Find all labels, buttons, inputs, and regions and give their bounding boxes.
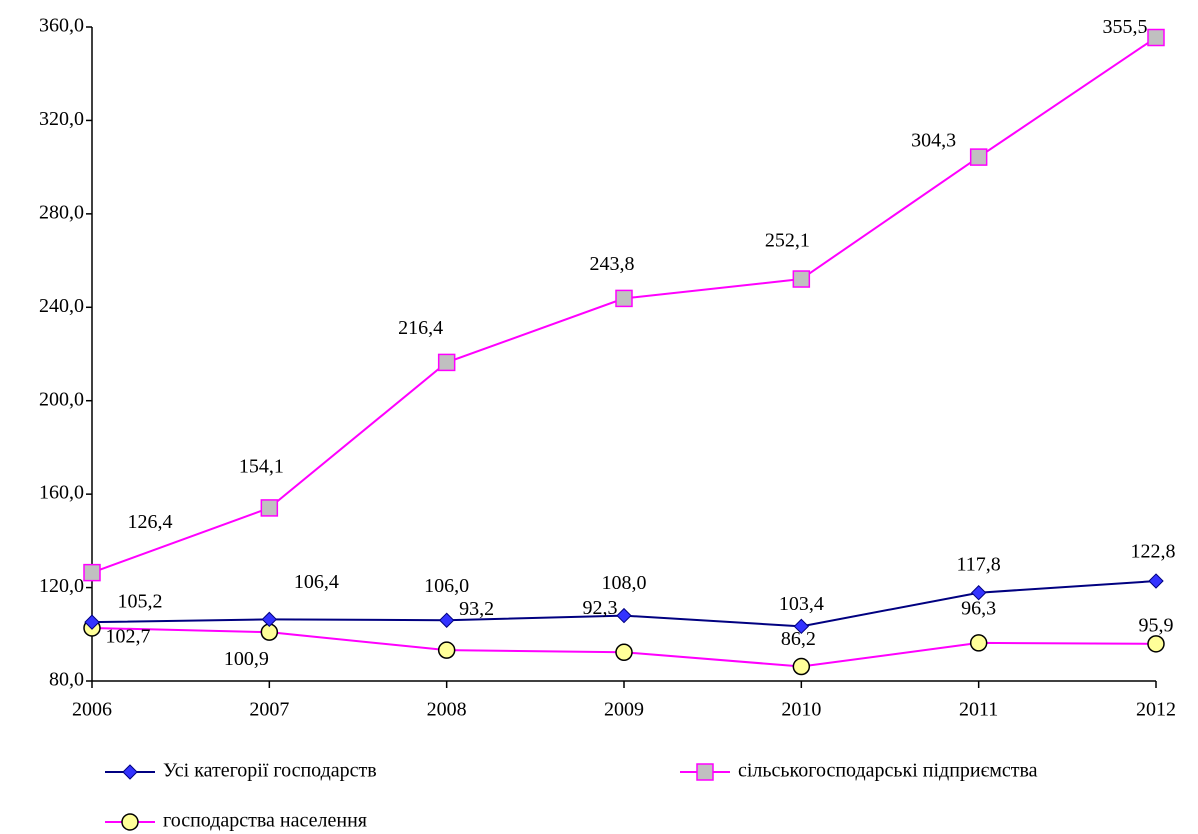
data-label: 102,7 [106, 626, 151, 648]
data-label: 355,5 [1103, 16, 1148, 38]
data-label: 93,2 [459, 598, 494, 620]
point [615, 643, 633, 662]
x-tick-label: 2008 [427, 699, 467, 721]
data-label: 95,9 [1139, 614, 1174, 636]
data-label: 100,9 [224, 648, 269, 670]
y-tick-label: 320,0 [39, 108, 84, 130]
data-label: 304,3 [911, 130, 956, 152]
x-tick-label: 2007 [249, 699, 289, 721]
data-label: 216,4 [398, 317, 443, 339]
x-tick-label: 2009 [604, 699, 644, 721]
point [792, 657, 811, 676]
data-label: 106,0 [424, 575, 469, 597]
data-label: 92,3 [583, 597, 618, 619]
legend-marker [696, 763, 714, 781]
legend-marker [121, 813, 139, 831]
point [437, 353, 456, 372]
x-tick-label: 2006 [72, 699, 112, 721]
point [260, 499, 279, 517]
y-tick-label: 160,0 [39, 482, 84, 504]
y-tick-label: 200,0 [39, 388, 84, 410]
legend-label: сільськогосподарські підприємства [738, 760, 1038, 782]
point [1148, 573, 1164, 589]
y-tick-label: 80,0 [49, 669, 84, 691]
point [438, 612, 455, 628]
data-label: 103,4 [779, 593, 824, 615]
point [793, 618, 810, 635]
data-label: 96,3 [961, 598, 996, 620]
point [969, 634, 988, 652]
y-tick-label: 360,0 [39, 15, 84, 37]
point [437, 641, 456, 659]
data-label: 243,8 [590, 253, 635, 275]
x-tick-label: 2010 [781, 699, 821, 721]
point [616, 607, 632, 624]
data-label: 122,8 [1131, 541, 1176, 563]
x-tick-label: 2012 [1136, 699, 1176, 721]
data-label: 252,1 [765, 230, 810, 252]
point [792, 270, 811, 288]
data-label: 86,2 [781, 628, 816, 650]
y-tick-label: 280,0 [39, 201, 84, 223]
data-label: 105,2 [118, 591, 163, 613]
data-label: 108,0 [602, 572, 647, 594]
point [615, 289, 633, 308]
x-tick-label: 2011 [959, 699, 998, 721]
legend-label: Усі категорії господарств [163, 760, 377, 782]
y-tick-label: 240,0 [39, 295, 84, 317]
point [83, 563, 101, 582]
point [969, 148, 988, 166]
point [1147, 635, 1165, 653]
data-label: 106,4 [294, 571, 339, 593]
point [970, 585, 987, 601]
legend-label: господарства населення [163, 810, 367, 832]
data-label: 154,1 [239, 456, 284, 478]
point [1147, 28, 1165, 47]
point [261, 611, 278, 628]
y-tick-label: 120,0 [39, 575, 84, 597]
legend-marker [122, 764, 138, 780]
data-label: 117,8 [957, 553, 1001, 575]
data-label: 126,4 [128, 511, 173, 533]
point [84, 614, 100, 630]
